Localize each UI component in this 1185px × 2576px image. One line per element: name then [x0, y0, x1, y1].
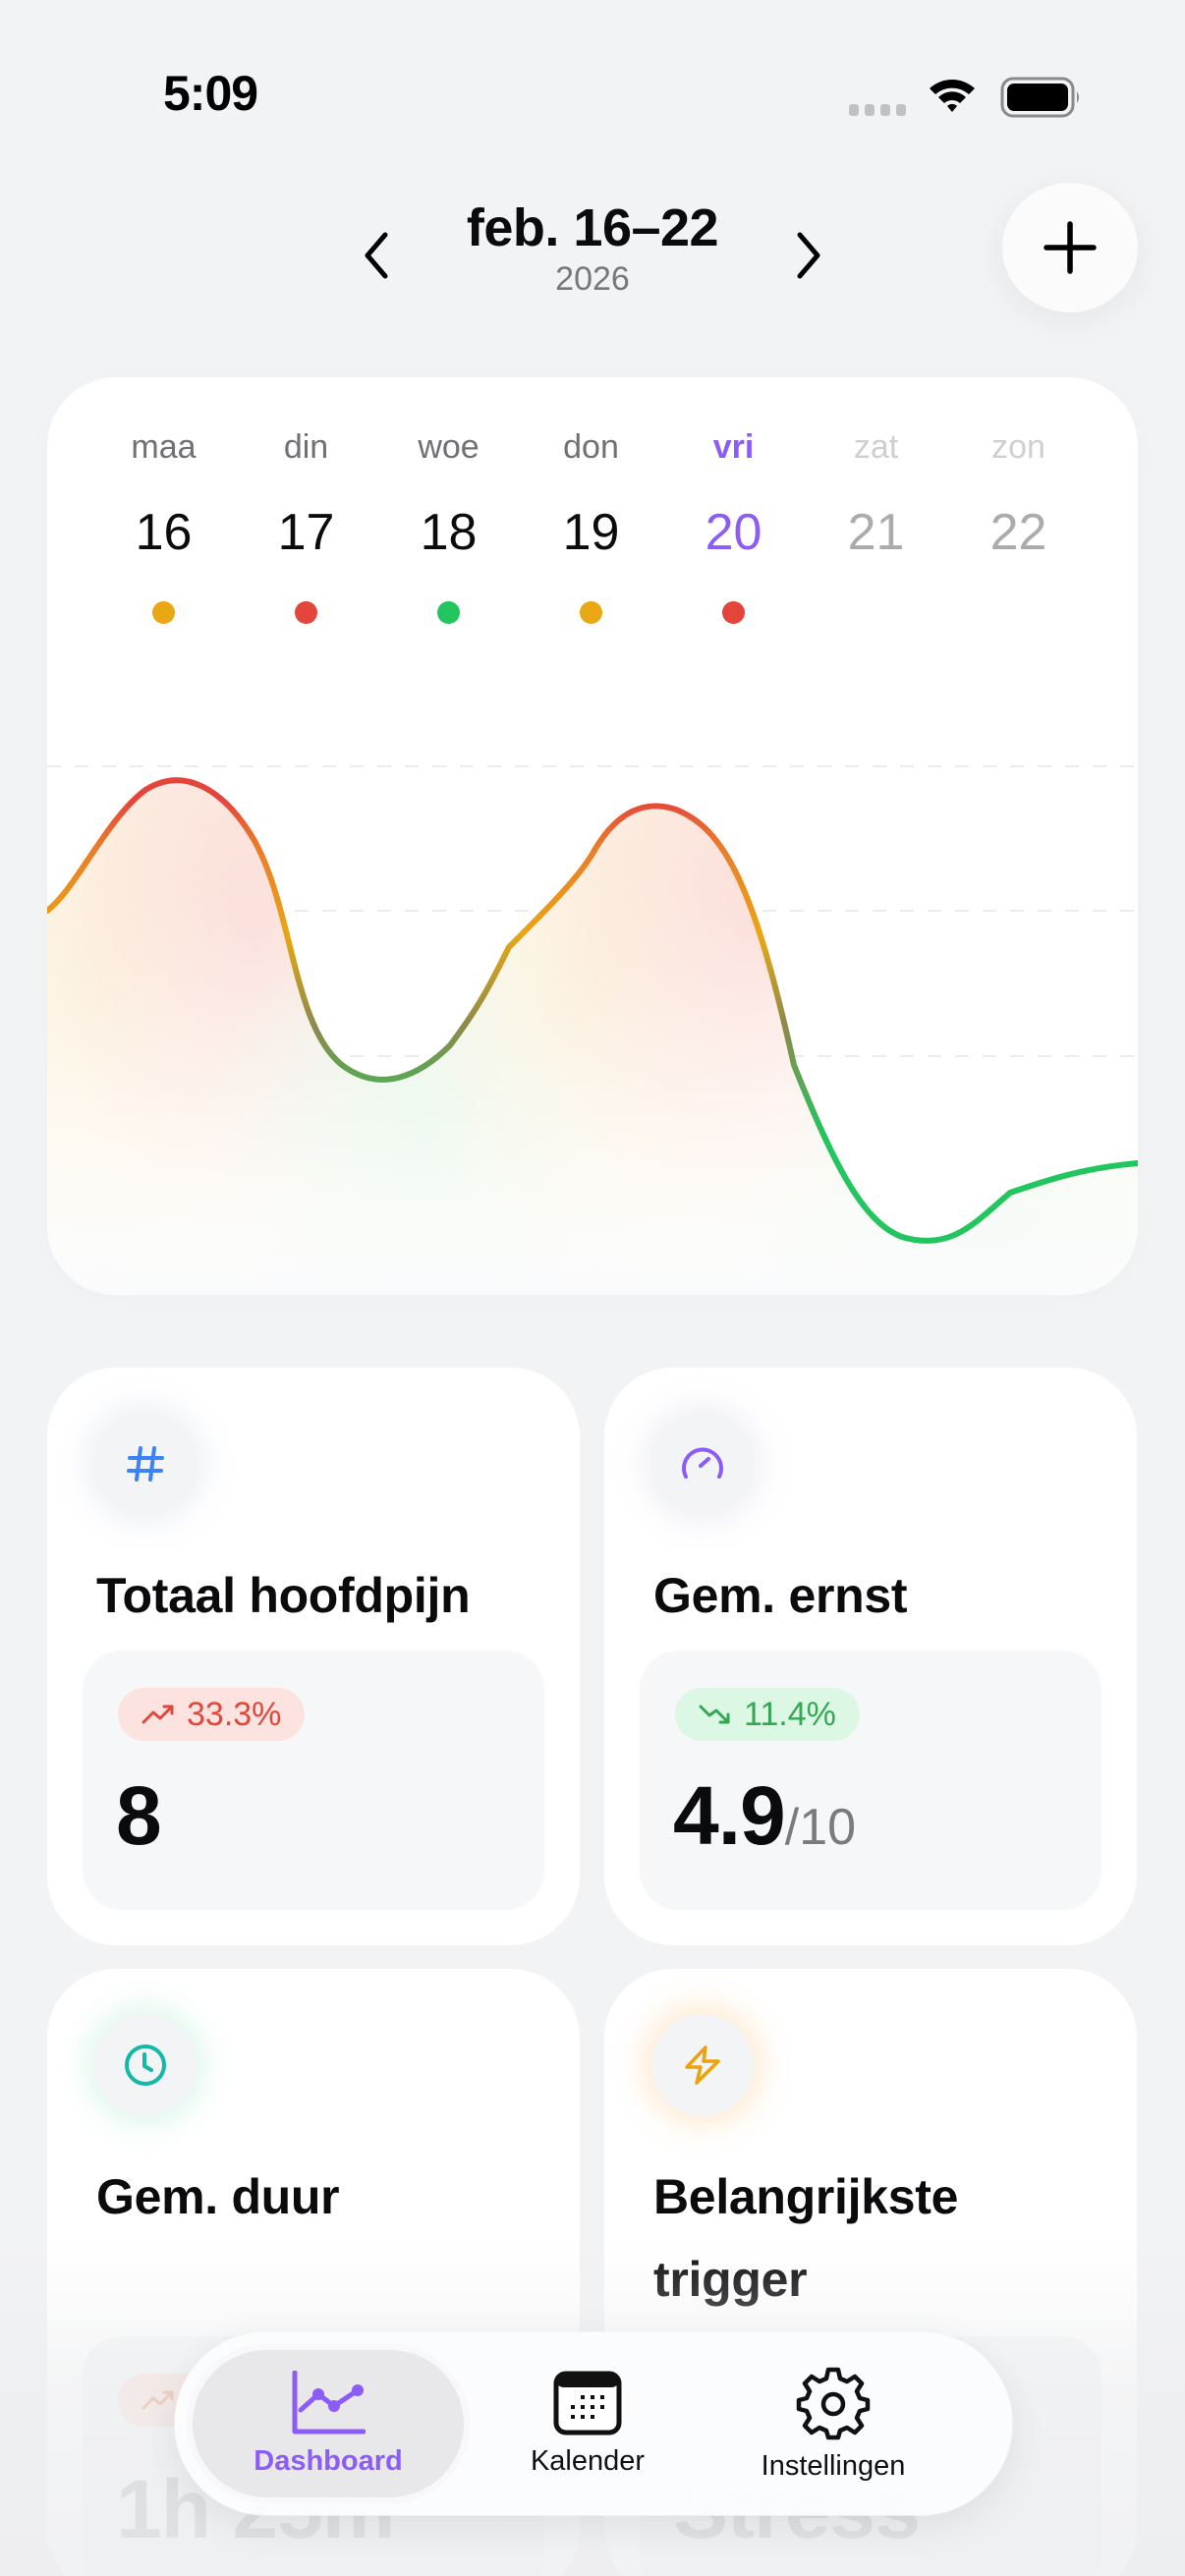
lightning-icon	[685, 2045, 720, 2085]
tab-label: Instellingen	[761, 2449, 906, 2482]
tab-bar: Dashboard Kalender Instellingen	[175, 2332, 1012, 2515]
tab-label: Dashboard	[254, 2444, 403, 2477]
stat-title: Totaal hoofdpijn	[96, 1568, 471, 1623]
chevron-right-icon	[797, 232, 820, 279]
stat-title: Belangrijkste trigger	[653, 2169, 959, 2307]
severity-dot	[722, 601, 745, 624]
add-entry-button[interactable]	[1002, 183, 1138, 312]
stat-card-total-headaches[interactable]: Totaal hoofdpijn 33.3% 8	[47, 1368, 580, 1945]
change-badge: 11.4%	[675, 1688, 860, 1741]
week-navigation: feb. 16–22 2026	[0, 196, 1185, 305]
stat-value: 4.9/10	[673, 1769, 857, 1862]
stat-title: Gem. duur	[96, 2169, 340, 2224]
previous-week-button[interactable]	[352, 226, 401, 285]
week-day-strip: maa 16 din 17 woe 18 don 19 vri 20 zat 2…	[47, 377, 1138, 633]
stat-title: Gem. ernst	[653, 1568, 908, 1623]
tab-dashboard[interactable]: Dashboard	[187, 2344, 470, 2503]
hash-icon	[127, 1446, 164, 1482]
severity-dot	[580, 601, 602, 624]
week-title: feb. 16–22 2026	[0, 196, 1185, 299]
cellular-signal-icon	[849, 104, 906, 116]
stat-value-panel: 11.4% 4.9/10	[640, 1651, 1101, 1910]
change-value: 33.3%	[187, 1695, 282, 1733]
severity-chart	[47, 765, 1138, 1295]
trend-up-icon	[141, 1705, 174, 1724]
change-value: 11.4%	[744, 1695, 836, 1733]
status-bar: 5:09	[0, 0, 1185, 147]
wifi-icon	[930, 80, 975, 112]
stat-icon-badge	[94, 1413, 197, 1515]
stat-icon-badge	[94, 2014, 197, 2116]
calendar-icon	[553, 2371, 622, 2435]
chevron-left-icon	[365, 232, 388, 279]
stat-value-suffix: /10	[784, 1799, 857, 1856]
trend-up-icon	[141, 2390, 174, 2410]
tab-calendar[interactable]: Kalender	[489, 2344, 686, 2503]
gauge-icon	[682, 1447, 723, 1479]
severity-dot	[437, 601, 460, 624]
stat-icon-badge	[651, 1413, 754, 1515]
severity-line	[47, 777, 1138, 1244]
next-week-button[interactable]	[784, 226, 833, 285]
tab-settings[interactable]: Instellingen	[725, 2344, 941, 2503]
clock-icon	[125, 2044, 166, 2086]
severity-dot	[152, 601, 175, 624]
week-year: 2026	[555, 260, 630, 298]
week-range: feb. 16–22	[466, 198, 719, 257]
stat-icon-badge	[651, 2014, 754, 2116]
week-chart-card: maa 16 din 17 woe 18 don 19 vri 20 zat 2…	[47, 377, 1138, 1295]
severity-dot	[295, 601, 317, 624]
chart-line-icon	[292, 2370, 366, 2434]
gear-icon	[796, 2367, 871, 2439]
stat-value: 8	[116, 1769, 162, 1862]
plus-icon	[1044, 221, 1097, 274]
status-time: 5:09	[163, 66, 258, 121]
trend-down-icon	[699, 1705, 730, 1724]
stat-card-average-severity[interactable]: Gem. ernst 11.4% 4.9/10	[604, 1368, 1137, 1945]
tab-label: Kalender	[530, 2444, 646, 2477]
battery-icon	[1000, 77, 1079, 118]
stat-value-panel: 33.3% 8	[83, 1651, 544, 1910]
change-badge: 33.3%	[118, 1688, 306, 1741]
